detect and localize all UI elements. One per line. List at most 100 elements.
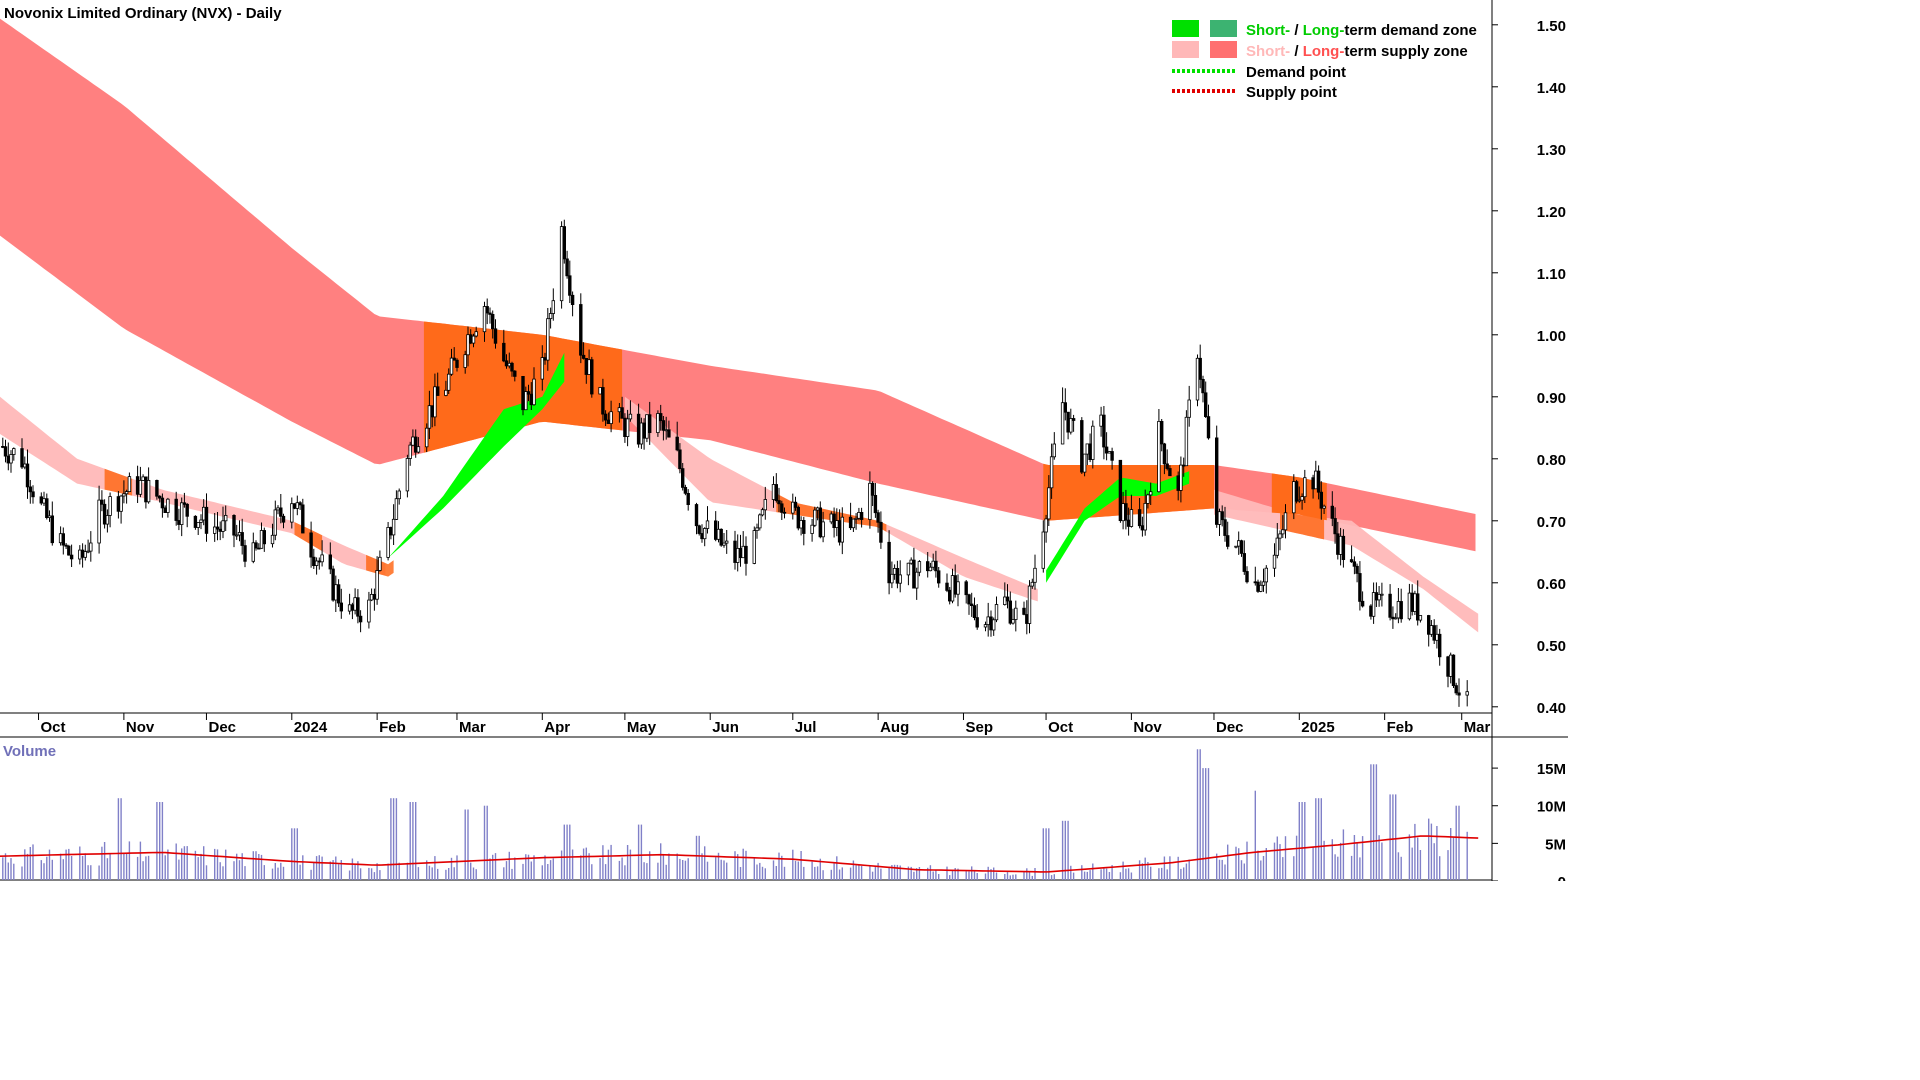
- candle-body: [435, 386, 440, 396]
- candle-body: [1272, 554, 1277, 569]
- candle-body: [179, 502, 184, 525]
- candle-body: [1399, 601, 1403, 620]
- candle-body: [1168, 468, 1172, 477]
- candle-body: [502, 342, 506, 362]
- candle-body: [937, 570, 941, 584]
- candle-body: [468, 334, 473, 344]
- candle-body: [890, 573, 894, 584]
- candle-body: [648, 414, 652, 434]
- candle-body: [1360, 600, 1365, 607]
- candle-body: [760, 509, 765, 516]
- candle-body: [1283, 512, 1288, 531]
- x-tick-label: Sep: [966, 719, 994, 736]
- candle-body: [1104, 446, 1109, 454]
- candle-body: [667, 429, 671, 438]
- x-tick-label: Feb: [1387, 719, 1414, 736]
- candle-body: [1049, 456, 1054, 489]
- candle-body: [1110, 451, 1114, 461]
- candle-body: [1107, 451, 1112, 454]
- candle-body: [1432, 625, 1436, 641]
- candle-body: [331, 568, 335, 601]
- candle-body: [584, 357, 588, 375]
- candle-body: [490, 313, 495, 330]
- candle-body: [1201, 378, 1205, 394]
- candle-body: [972, 605, 977, 618]
- candle-body: [301, 504, 305, 534]
- candle-body: [719, 528, 723, 546]
- candle-body: [433, 386, 437, 418]
- candle-body: [1176, 475, 1180, 491]
- candle-body: [1041, 531, 1045, 569]
- candle-body: [975, 617, 979, 628]
- candle-body: [1369, 605, 1373, 617]
- candle-body: [780, 503, 784, 513]
- candle-body: [606, 419, 611, 425]
- candle-body: [832, 513, 836, 529]
- x-tick-label: 2025: [1301, 719, 1334, 736]
- candle-body: [488, 312, 492, 315]
- candle-body: [339, 602, 343, 612]
- candle-body: [601, 387, 605, 415]
- candle-body: [353, 597, 357, 611]
- candle-body: [254, 542, 258, 549]
- candle-body: [1253, 581, 1257, 584]
- candle-body: [1278, 533, 1282, 539]
- candle-body: [89, 542, 93, 552]
- candle-body: [386, 527, 390, 558]
- candle-body: [1085, 443, 1089, 455]
- candle-body: [375, 570, 379, 600]
- candle-body: [1126, 519, 1131, 527]
- candle-body: [1220, 511, 1224, 521]
- candle-body: [105, 515, 110, 525]
- candle-body: [1314, 470, 1318, 490]
- candle-body: [1300, 496, 1304, 501]
- legend: Short- / Long-term demand zone Short- / …: [1172, 20, 1477, 101]
- candle-body: [1143, 502, 1147, 531]
- candle-body: [1149, 491, 1153, 496]
- candle-body: [290, 503, 294, 523]
- candle-body: [1121, 503, 1125, 522]
- candle-body: [1157, 420, 1161, 493]
- candle-body: [799, 520, 803, 529]
- price-candles: [1, 219, 1469, 707]
- candle-body: [857, 512, 861, 519]
- candle-body: [122, 493, 126, 497]
- candle-body: [926, 561, 930, 572]
- candle-body: [909, 559, 913, 564]
- candle-body: [64, 544, 68, 547]
- candle-body: [705, 520, 710, 529]
- candle-body: [1102, 414, 1106, 448]
- candle-body: [199, 519, 203, 523]
- candle-body: [1140, 525, 1145, 531]
- y-tick-label: 0.40: [1537, 700, 1566, 717]
- candle-body: [876, 512, 880, 523]
- candle-body: [1082, 453, 1087, 473]
- candle-body: [397, 490, 401, 500]
- volume-y-tick-label: 0: [1558, 874, 1566, 881]
- candle-body: [298, 502, 302, 506]
- candle-body: [160, 497, 165, 509]
- x-tick-label: Feb: [379, 719, 406, 736]
- candle-body: [292, 503, 297, 509]
- candle-body: [237, 532, 242, 536]
- candle-body: [945, 582, 949, 591]
- candle-body: [1303, 477, 1307, 498]
- candle-body: [873, 494, 878, 514]
- candle-body: [986, 616, 990, 626]
- candle-body: [135, 476, 140, 495]
- candle-body: [466, 334, 470, 356]
- candle-body: [1416, 593, 1420, 621]
- candle-body: [463, 354, 467, 368]
- candle-body: [1355, 565, 1359, 574]
- candle-body: [1033, 567, 1037, 583]
- candle-body: [411, 436, 415, 446]
- candle-body: [868, 482, 872, 520]
- candle-body: [12, 448, 16, 455]
- candle-body: [257, 547, 261, 550]
- candle-body: [474, 331, 478, 337]
- candle-body: [917, 561, 922, 573]
- candle-body: [146, 479, 151, 503]
- candle-body: [656, 413, 660, 434]
- candle-body: [1275, 537, 1279, 556]
- candle-body: [314, 560, 319, 566]
